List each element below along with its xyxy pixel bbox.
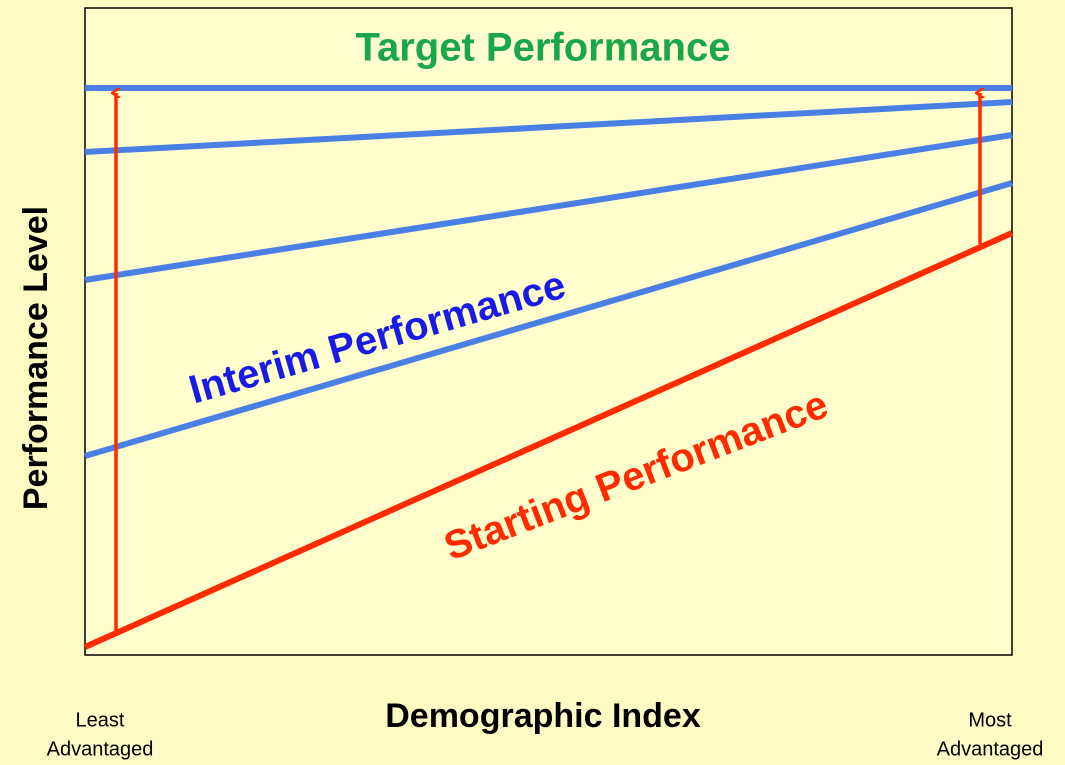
plot-area	[84, 7, 1013, 656]
interim-line	[84, 132, 1013, 283]
x-right-label: Advantaged	[937, 738, 1044, 760]
x-axis-label: Demographic Index	[385, 697, 701, 735]
x-left-label: Least	[76, 709, 125, 731]
x-left-label: Advantaged	[47, 738, 154, 760]
starting-line	[83, 230, 1014, 650]
interim-line	[84, 99, 1013, 155]
interim-line	[84, 180, 1013, 459]
y-axis-label: Performance Level	[17, 206, 55, 510]
target-label: Target Performance	[356, 26, 731, 70]
x-right-label: Most	[968, 709, 1012, 731]
